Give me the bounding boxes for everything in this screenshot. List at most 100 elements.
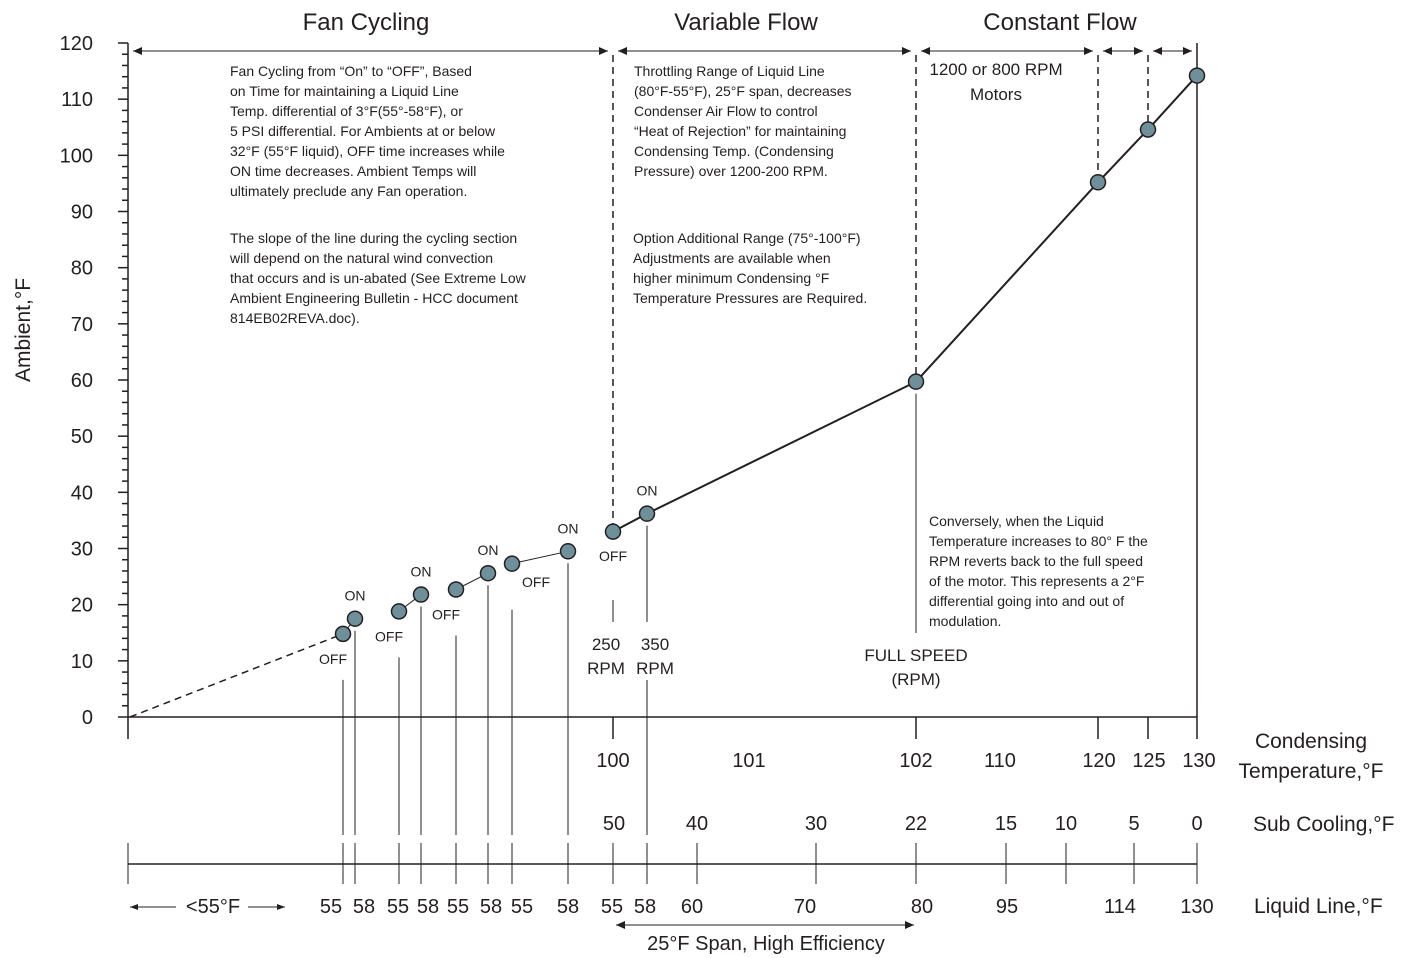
data-point [390,603,408,620]
off-label: OFF [319,651,347,667]
y-tick-label: 100 [60,145,93,167]
off-label: OFF [599,548,627,564]
slope-note: 814EB02REVA.doc). [230,310,360,326]
liquid-line-tick-label: 55 [447,896,469,918]
data-point [412,586,430,603]
y-axis-label: Ambient,°F [12,278,35,382]
slope-note: that occurs and is un-abated (See Extrem… [230,270,527,286]
series-segment [511,550,569,565]
off-label: OFF [375,628,403,644]
throttling-note: Throttling Range of Liquid Line [634,63,825,79]
below-range-label: <55°F [186,896,240,918]
subcooling-tick-label: 15 [995,813,1017,835]
guide-lines [342,393,917,835]
subcooling-axis-label: Sub Cooling,°F [1253,813,1394,836]
liquid-line-tick-label: 55 [320,896,342,918]
liquid-line-tick-label: 58 [353,896,375,918]
condensing-tick-label: 102 [899,750,932,772]
throttling-note: Pressure) over 1200-200 RPM. [634,163,828,179]
y-tick-label: 80 [71,258,93,280]
rpm-250-label: RPM [587,659,625,678]
y-tick-label: 30 [71,539,93,561]
throttling-note: Condenser Air Flow to control [634,103,818,119]
option-note: higher minimum Condensing °F [633,270,829,286]
throttling-note: “Heat of Rejection” for maintaining [634,123,846,139]
conversely-note: Conversely, when the Liquid [929,513,1104,529]
slope-note: Ambient Engineering Bulletin - HCC docum… [230,290,518,306]
data-point [1089,174,1107,191]
off-label: OFF [522,574,550,590]
subcooling-tick-label: 10 [1055,813,1077,835]
conversely-note: RPM reverts back to the full speed [929,553,1143,569]
liquid-line-tick-label: 60 [681,896,703,918]
y-tick-label: 50 [71,426,93,448]
data-point [1139,121,1157,138]
liquid-line-tick-label: 130 [1180,896,1213,918]
on-label: ON [558,520,579,536]
conversely-note: modulation. [929,613,1001,629]
arrow-head [1153,47,1162,55]
liquid-line-tick-label: 80 [911,896,933,918]
throttling-note: Condensing Temp. (Condensing [634,143,834,159]
conversely-note: Temperature increases to 80° F the [929,533,1148,549]
arrow-head [902,47,911,55]
y-tick-label: 0 [82,707,93,729]
y-tick-label: 120 [60,33,93,55]
condensing-axis-label: Condensing [1255,730,1367,753]
on-label: ON [411,564,432,580]
motors-label: 1200 or 800 RPM [929,60,1062,79]
rpm-350-label: RPM [636,659,674,678]
section-title: Variable Flow [674,9,818,36]
off-label: OFF [432,607,460,623]
on-label: ON [637,483,658,499]
liquid-line-tick-label: 95 [996,896,1018,918]
data-point [503,555,521,572]
fan-cycling-note: ultimately preclude any Fan operation. [230,183,467,199]
full-speed-label: (RPM) [891,670,940,689]
liquid-line-tick-label: 58 [557,896,579,918]
section-title: Fan Cycling [303,9,430,36]
option-note: Option Additional Range (75°-100°F) [633,230,861,246]
fan-cycling-note: 32°F (55°F liquid), OFF time increases w… [230,143,505,159]
arrow-head [1084,47,1093,55]
rpm-250-label: 250 [592,635,620,654]
labels: Fan Cycling Variable Flow Constant Flow OFF… [229,9,1148,689]
subcooling-tick-label: 22 [905,813,927,835]
condensing-tick-label: 100 [596,750,629,772]
span-label: 25°F Span, High Efficiency [647,933,885,955]
liquid-line-tick-label: 70 [794,896,816,918]
data-point [604,523,622,540]
data-point [346,610,364,627]
arrow-head [1183,47,1192,55]
subcooling-tick-label: 5 [1128,813,1139,835]
arrow-head [277,904,285,910]
liquid-line-tick-label: 55 [387,896,409,918]
axes: 0102030405060708090100110120Ambient,°F10… [12,33,1394,955]
condensing-tick-label: 101 [732,750,765,772]
liquid-line-tick-label: 55 [511,896,533,918]
liquid-line-axis-label: Liquid Line,°F [1254,895,1383,918]
on-label: ON [478,542,499,558]
condensing-tick-label: 125 [1132,750,1165,772]
liquid-line-tick-label: 55 [601,896,623,918]
condensing-tick-label: 130 [1182,750,1215,772]
data-point [638,505,656,522]
full-speed-label: FULL SPEED [864,646,967,665]
y-tick-label: 70 [71,314,93,336]
arrow-head [599,47,608,55]
subcooling-tick-label: 40 [686,813,708,835]
fan-cycling-note: 5 PSI differential. For Ambients at or b… [230,123,496,139]
section-title: Constant Flow [983,9,1137,36]
fan-cycling-note: Temp. differential of 3°F(55°-58°F), or [230,103,463,119]
motors-label: Motors [970,85,1022,104]
y-tick-label: 110 [61,89,93,111]
liquid-line-tick-label: 114 [1104,896,1136,918]
data-point [334,625,352,643]
subcooling-tick-label: 0 [1191,813,1202,835]
conversely-note: of the motor. This represents a 2°F [929,573,1144,589]
rpm-350-label: 350 [641,635,669,654]
arrow-head [133,47,142,55]
fan-cycling-note: on Time for maintaining a Liquid Line [230,83,459,99]
data-point [1188,67,1206,84]
series-line [129,67,1206,718]
